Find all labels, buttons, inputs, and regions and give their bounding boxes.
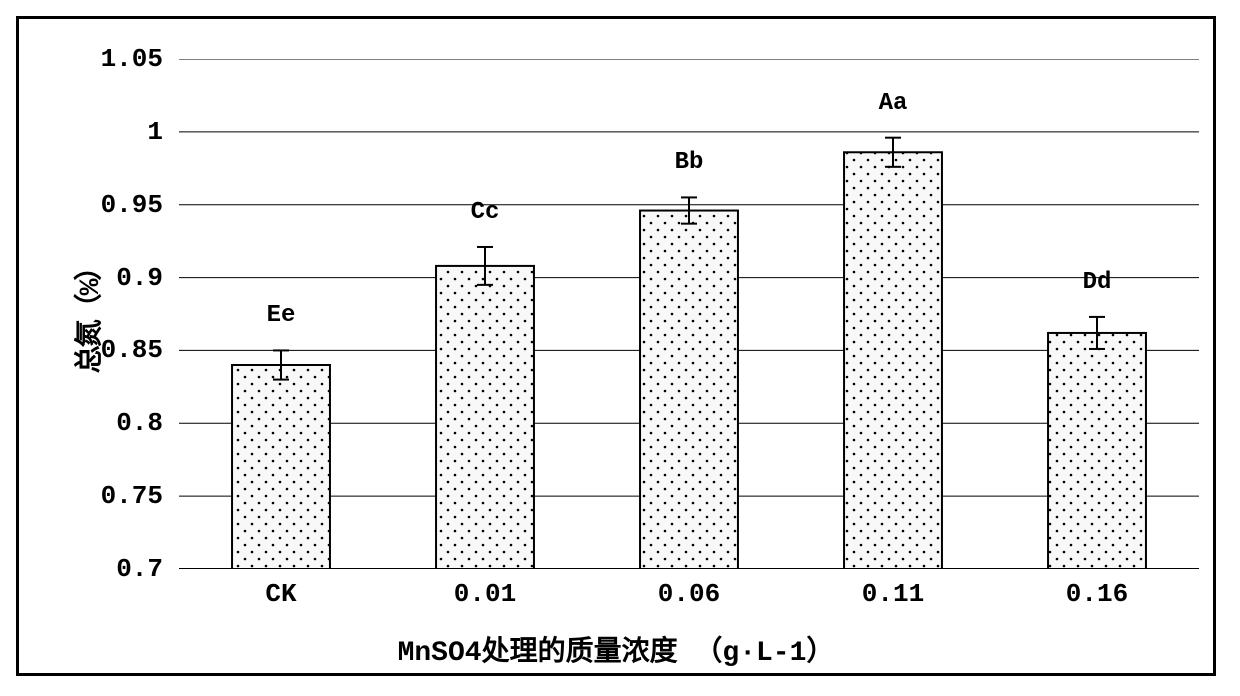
x-tick-label: 0.16	[1017, 579, 1177, 609]
bar-annotation: Cc	[425, 199, 545, 226]
y-tick-label: 0.7	[83, 554, 163, 584]
bar-annotation: Aa	[833, 90, 953, 117]
y-tick-label: 1.05	[83, 44, 163, 74]
y-tick-label: 0.85	[83, 335, 163, 365]
y-tick-label: 0.8	[83, 408, 163, 438]
bar-annotation: Dd	[1037, 269, 1157, 296]
bar	[1048, 333, 1146, 569]
chart-frame: 总氮（%） MnSO4处理的质量浓度 （g·L-1） 0.70.750.80.8…	[16, 16, 1216, 676]
bar	[436, 266, 534, 569]
bar	[844, 152, 942, 569]
y-tick-label: 1	[83, 117, 163, 147]
bar	[640, 211, 738, 569]
x-axis-label: MnSO4处理的质量浓度 （g·L-1）	[398, 629, 835, 669]
bar-annotation: Ee	[221, 302, 341, 329]
x-tick-label: 0.06	[609, 579, 769, 609]
y-tick-label: 0.9	[83, 263, 163, 293]
y-tick-label: 0.95	[83, 190, 163, 220]
bar	[232, 365, 330, 569]
x-tick-label: 0.11	[813, 579, 973, 609]
y-tick-label: 0.75	[83, 481, 163, 511]
bar-annotation: Bb	[629, 149, 749, 176]
x-tick-label: 0.01	[405, 579, 565, 609]
x-tick-label: CK	[201, 579, 361, 609]
